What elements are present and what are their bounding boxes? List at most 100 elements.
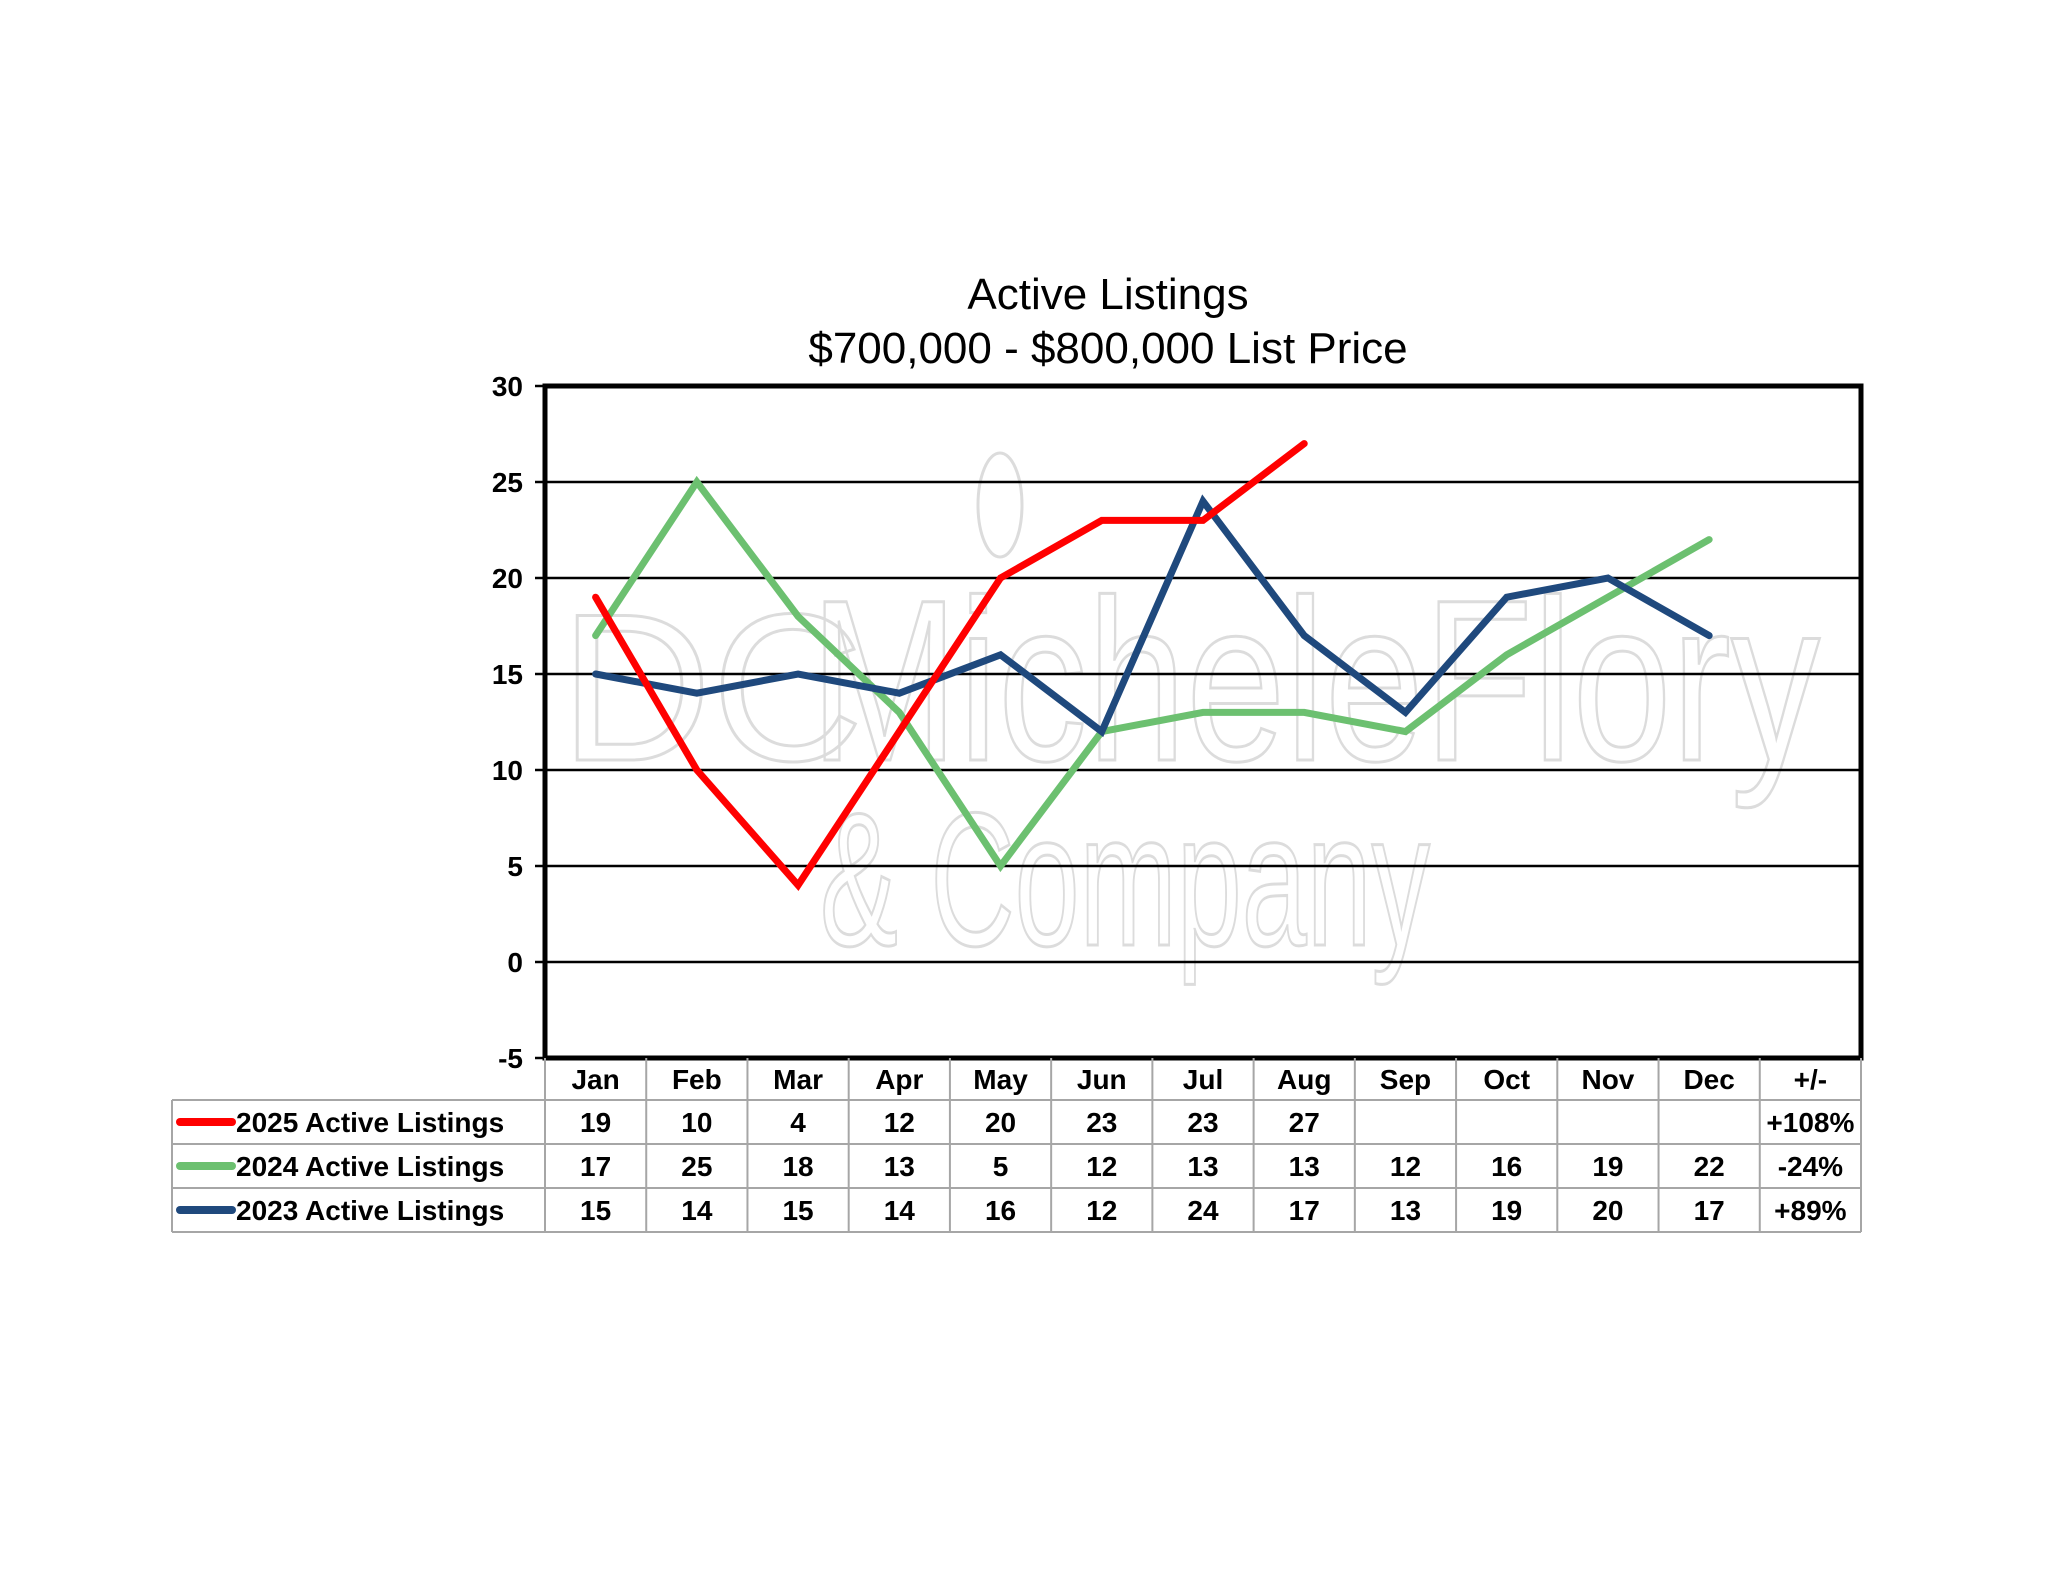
- table-cell: 19: [1592, 1151, 1623, 1182]
- data-point: [1100, 519, 1103, 522]
- table-cell: 17: [580, 1151, 611, 1182]
- data-point: [594, 634, 597, 637]
- table-cell: 18: [782, 1151, 813, 1182]
- category-label: Jul: [1183, 1064, 1223, 1095]
- table-cell: 12: [884, 1107, 915, 1138]
- table-cell: 27: [1289, 1107, 1320, 1138]
- data-point: [1505, 653, 1508, 656]
- gridlines: [545, 480, 1861, 964]
- y-axis: 30 25 20 15 10 5 0 -5: [492, 371, 545, 1074]
- y-tick-label: 20: [492, 563, 523, 594]
- category-label: May: [973, 1064, 1028, 1095]
- table-cell: 12: [1390, 1151, 1421, 1182]
- y-tick-label: 15: [492, 659, 523, 690]
- data-point: [1303, 711, 1306, 714]
- category-label: Mar: [773, 1064, 823, 1095]
- series-line-0: [592, 440, 1308, 891]
- table-cell: 19: [580, 1107, 611, 1138]
- data-point: [1100, 730, 1103, 733]
- legend-label: 2024 Active Listings: [236, 1151, 504, 1182]
- legend-label: 2025 Active Listings: [236, 1107, 504, 1138]
- data-point: [898, 692, 901, 695]
- table-cell: 14: [681, 1195, 713, 1226]
- table-cell: 16: [1491, 1151, 1522, 1182]
- change-cell: +89%: [1774, 1195, 1846, 1226]
- data-point: [1708, 634, 1711, 637]
- change-cell: +108%: [1766, 1107, 1854, 1138]
- data-point: [1505, 596, 1508, 599]
- series-lines: [592, 440, 1713, 891]
- data-point: [1404, 730, 1407, 733]
- watermark-feather-icon: [976, 451, 1024, 559]
- table-cell: 12: [1086, 1195, 1117, 1226]
- category-label: Sep: [1380, 1064, 1431, 1095]
- table-cell: 20: [985, 1107, 1016, 1138]
- data-point: [1202, 500, 1204, 503]
- category-label: Oct: [1483, 1064, 1530, 1095]
- data-point: [1202, 711, 1204, 714]
- change-header: +/-: [1794, 1064, 1827, 1095]
- category-label: Apr: [875, 1064, 923, 1095]
- table-cell: 15: [580, 1195, 611, 1226]
- y-tick-label: 5: [507, 851, 523, 882]
- data-point: [999, 865, 1002, 867]
- series-line-1: [592, 475, 1713, 873]
- y-tick-label: 0: [507, 947, 523, 978]
- chart-subtitle: $700,000 - $800,000 List Price: [808, 324, 1407, 373]
- data-point: [898, 730, 901, 733]
- legend-label: 2023 Active Listings: [236, 1195, 504, 1226]
- change-cell: -24%: [1778, 1151, 1843, 1182]
- category-label: Jan: [571, 1064, 619, 1095]
- data-point: [1606, 596, 1609, 599]
- data-point: [999, 653, 1002, 656]
- y-tick-label: 30: [492, 371, 523, 402]
- data-point: [797, 673, 800, 675]
- data-point: [797, 884, 800, 887]
- data-point: [695, 692, 698, 695]
- y-tick-label: -5: [498, 1043, 523, 1074]
- table-cell: 16: [985, 1195, 1016, 1226]
- table-cell: 14: [884, 1195, 916, 1226]
- category-label: Feb: [672, 1064, 722, 1095]
- chart-title: Active Listings: [967, 270, 1248, 319]
- table-cell: 13: [1187, 1151, 1218, 1182]
- table-cell: 22: [1694, 1151, 1725, 1182]
- data-table: Jan Feb Mar Apr May Jun Jul Aug Sep Oct Nov Dec +/- 2…: [171, 1058, 1862, 1233]
- y-tick-label: 25: [492, 467, 523, 498]
- data-point: [1303, 442, 1306, 445]
- category-label: Aug: [1277, 1064, 1331, 1095]
- table-cell: 20: [1592, 1195, 1623, 1226]
- watermark-logo: DC MicheleFlory & Company: [559, 451, 1822, 988]
- table-cell: 13: [884, 1151, 915, 1182]
- category-label: Nov: [1581, 1064, 1634, 1095]
- data-point: [999, 577, 1002, 579]
- table-cell: 19: [1491, 1195, 1522, 1226]
- data-point: [1303, 634, 1306, 637]
- watermark-name: MicheleFlory: [810, 552, 1820, 809]
- table-cell: 5: [993, 1151, 1009, 1182]
- data-point: [695, 769, 698, 771]
- table-cell: 24: [1187, 1195, 1219, 1226]
- table-cell: 13: [1390, 1195, 1421, 1226]
- data-point: [1606, 577, 1609, 579]
- plot-frame: [542, 383, 1864, 1061]
- data-point: [1202, 519, 1204, 522]
- table-cell: 13: [1289, 1151, 1320, 1182]
- series-line-2: [592, 494, 1713, 738]
- table-cell: 17: [1694, 1195, 1725, 1226]
- data-point: [797, 615, 800, 618]
- table-cell: 12: [1086, 1151, 1117, 1182]
- watermark-company: & Company: [820, 774, 1430, 986]
- category-label: Dec: [1683, 1064, 1734, 1095]
- table-cell: 23: [1187, 1107, 1218, 1138]
- data-point: [898, 711, 901, 714]
- y-tick-label: 10: [492, 755, 523, 786]
- table-cell: 25: [681, 1151, 712, 1182]
- table-cell: 4: [790, 1107, 806, 1138]
- table-cell: 10: [681, 1107, 712, 1138]
- table-cell: 23: [1086, 1107, 1117, 1138]
- data-point: [1404, 711, 1407, 714]
- category-label: Jun: [1077, 1064, 1127, 1095]
- table-cell: 15: [782, 1195, 813, 1226]
